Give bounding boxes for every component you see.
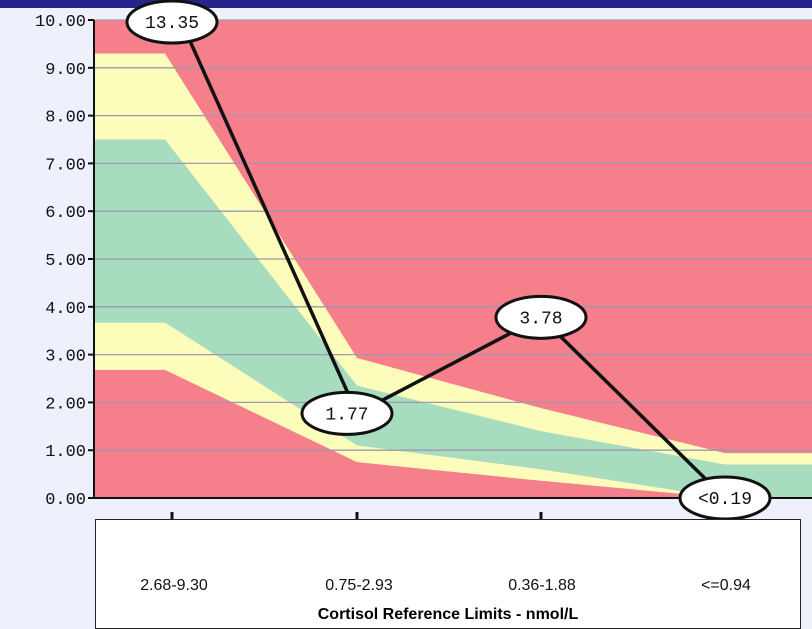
- value-bubble: <0.19: [678, 475, 772, 521]
- value-label: 1.77: [325, 405, 368, 425]
- y-tick-label: 5.00: [45, 252, 86, 271]
- reference-limit-sample-4: <=0.94: [701, 577, 751, 594]
- reference-limit-sample-3: 0.36-1.88: [508, 577, 576, 594]
- value-label: 13.35: [145, 14, 199, 34]
- series-line: [170, 0, 727, 500]
- y-tick-label: 6.00: [45, 204, 86, 223]
- y-tick-label: 7.00: [45, 156, 86, 175]
- reference-limits-panel: 2.68-9.30 0.75-2.93 0.36-1.88 <=0.94 Cor…: [95, 519, 801, 629]
- y-tick-label: 10.00: [35, 13, 86, 32]
- y-tick-label: 1.00: [45, 443, 86, 462]
- top-bar: [0, 0, 812, 8]
- y-tick-label: 8.00: [45, 109, 86, 128]
- value-bubble: 3.78: [494, 294, 588, 340]
- reference-limit-sample-1: 2.68-9.30: [140, 577, 208, 594]
- value-bubble-shape: [125, 0, 219, 45]
- y-tick-label: 9.00: [45, 61, 86, 80]
- reference-limit-sample-2: 0.75-2.93: [325, 577, 393, 594]
- value-label: <0.19: [698, 490, 752, 510]
- value-bubble: 13.35: [125, 0, 219, 45]
- value-labels: 13.35 1.77 3.78 <0.19: [125, 0, 772, 521]
- value-bubble-shape: [494, 294, 588, 340]
- value-bubble-shape: [300, 390, 394, 436]
- green-reference-band: [94, 139, 812, 498]
- y-tick-label: 2.00: [45, 395, 86, 414]
- value-bubble: 1.77: [300, 390, 394, 436]
- y-tick-label: 3.00: [45, 348, 86, 367]
- y-tick-label: 4.00: [45, 300, 86, 319]
- y-tick-label: 0.00: [45, 491, 86, 510]
- y-axis-ticks: 0.00 1.00 2.00 3.00 4.00 5.00 6.00 7.00 8.00 9.00…: [35, 13, 94, 510]
- value-label: 3.78: [519, 309, 562, 329]
- reference-limits-row: 2.68-9.30 0.75-2.93 0.36-1.88 <=0.94: [96, 577, 800, 597]
- reference-limits-caption: Cortisol Reference Limits - nmol/L: [317, 606, 579, 623]
